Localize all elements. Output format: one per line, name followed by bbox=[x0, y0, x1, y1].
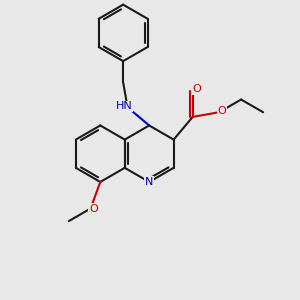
Text: HN: HN bbox=[116, 101, 132, 111]
Text: O: O bbox=[218, 106, 226, 116]
Text: N: N bbox=[145, 177, 153, 187]
Text: O: O bbox=[89, 204, 98, 214]
Text: O: O bbox=[192, 84, 201, 94]
